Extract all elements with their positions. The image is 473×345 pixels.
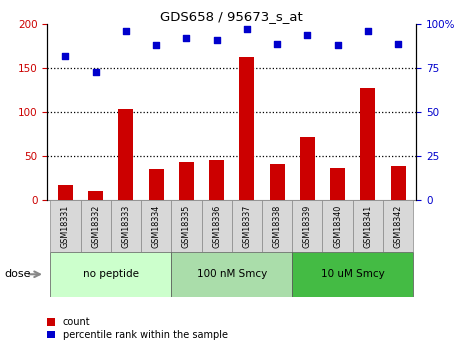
Text: GSM18333: GSM18333 xyxy=(122,204,131,248)
Bar xyxy=(323,200,353,252)
Bar xyxy=(171,200,201,252)
Bar xyxy=(201,200,232,252)
Point xyxy=(152,42,160,48)
Text: GSM18334: GSM18334 xyxy=(152,204,161,248)
Text: GSM18341: GSM18341 xyxy=(363,204,372,248)
Bar xyxy=(300,137,315,200)
Bar xyxy=(360,88,376,200)
Text: GSM18337: GSM18337 xyxy=(242,204,251,248)
Bar xyxy=(88,191,103,200)
Point xyxy=(304,32,311,38)
Bar xyxy=(141,200,171,252)
Point xyxy=(92,69,99,75)
Bar xyxy=(292,200,323,252)
Text: GDS658 / 95673_s_at: GDS658 / 95673_s_at xyxy=(160,10,303,23)
Text: GSM18335: GSM18335 xyxy=(182,204,191,248)
Bar xyxy=(232,200,262,252)
Point xyxy=(122,28,130,34)
Bar xyxy=(80,200,111,252)
Bar xyxy=(171,252,292,297)
Point xyxy=(61,53,69,59)
Bar xyxy=(330,168,345,200)
Point xyxy=(394,41,402,46)
Text: GSM18340: GSM18340 xyxy=(333,204,342,248)
Legend: count, percentile rank within the sample: count, percentile rank within the sample xyxy=(47,317,228,340)
Bar xyxy=(209,160,224,200)
Point xyxy=(364,28,372,34)
Text: no peptide: no peptide xyxy=(83,269,139,279)
Bar xyxy=(50,200,80,252)
Text: GSM18339: GSM18339 xyxy=(303,204,312,248)
Text: 100 nM Smcy: 100 nM Smcy xyxy=(197,269,267,279)
Point xyxy=(213,37,220,43)
Text: GSM18336: GSM18336 xyxy=(212,204,221,248)
Text: 10 uM Smcy: 10 uM Smcy xyxy=(321,269,385,279)
Bar xyxy=(270,164,285,200)
Point xyxy=(243,27,251,32)
Bar xyxy=(292,252,413,297)
Bar xyxy=(391,166,406,200)
Text: GSM18331: GSM18331 xyxy=(61,204,70,248)
Bar xyxy=(353,200,383,252)
Point xyxy=(334,42,342,48)
Bar xyxy=(149,169,164,200)
Text: GSM18342: GSM18342 xyxy=(394,204,403,248)
Point xyxy=(273,41,281,46)
Point xyxy=(183,36,190,41)
Bar xyxy=(239,57,254,200)
Bar xyxy=(58,185,73,200)
Text: GSM18338: GSM18338 xyxy=(272,204,281,248)
Bar xyxy=(50,252,171,297)
Bar xyxy=(111,200,141,252)
Bar xyxy=(118,109,133,200)
Text: dose: dose xyxy=(5,269,31,279)
Text: GSM18332: GSM18332 xyxy=(91,204,100,248)
Bar xyxy=(179,162,194,200)
Bar xyxy=(262,200,292,252)
Bar xyxy=(383,200,413,252)
